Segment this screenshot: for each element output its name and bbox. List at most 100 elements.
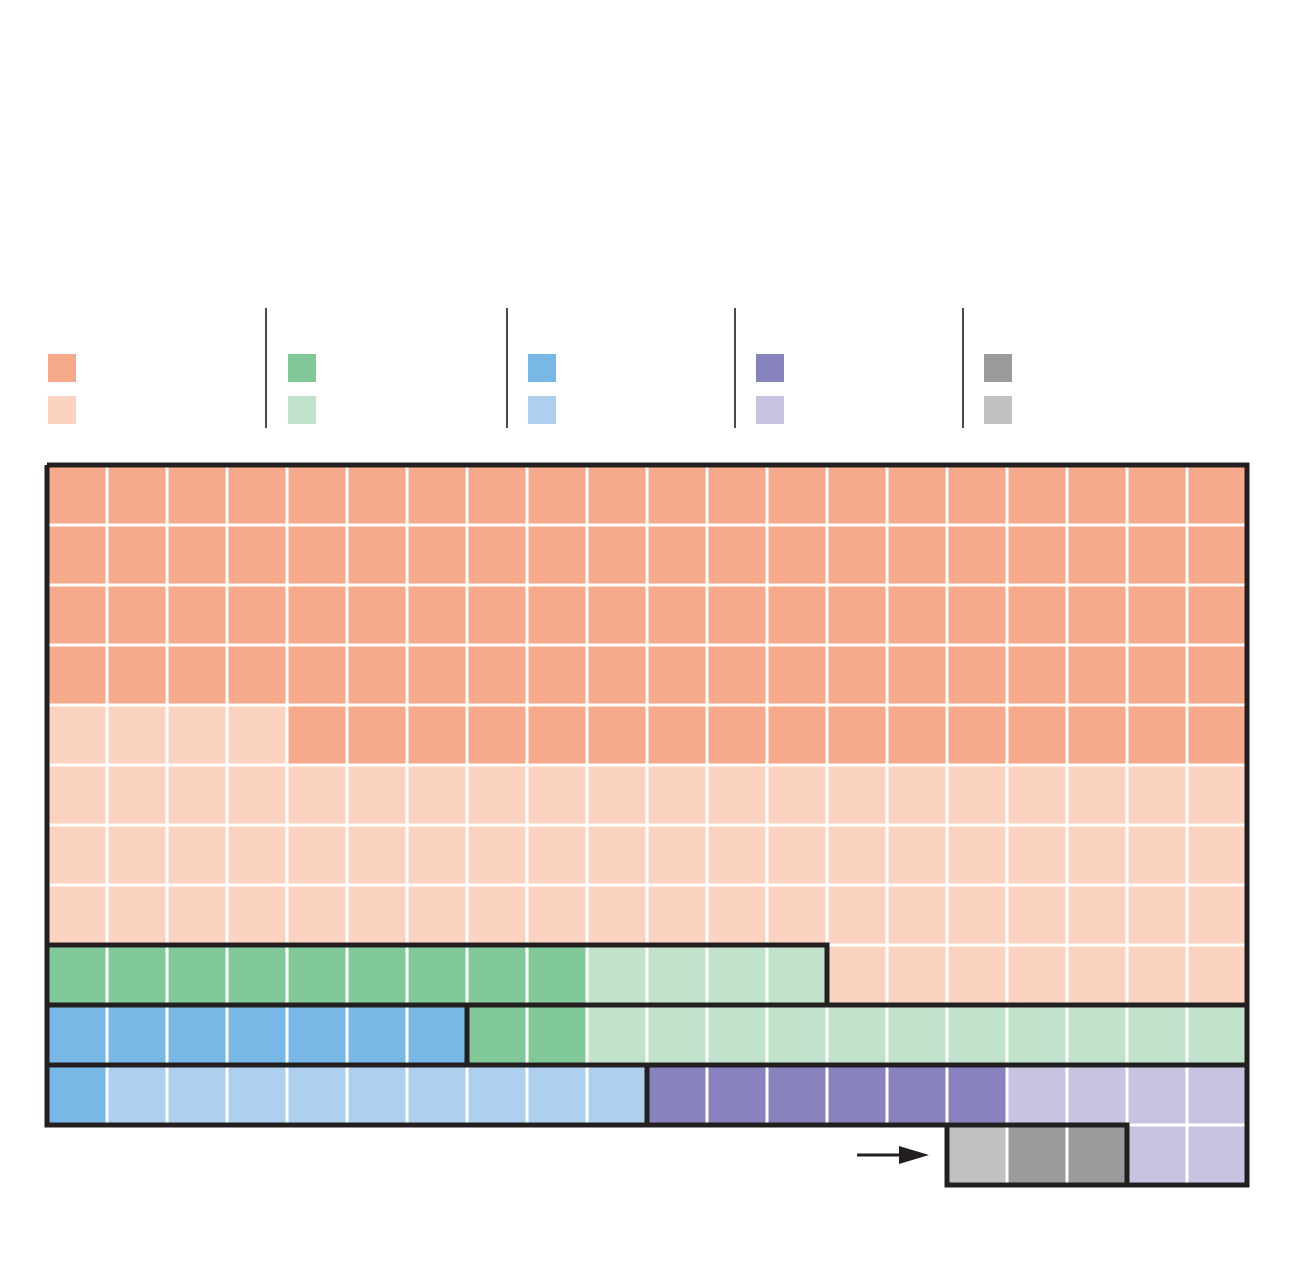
waffle-cell-orange-dark <box>225 463 289 527</box>
waffle-cell-orange-dark <box>1005 643 1069 707</box>
waffle-cell-orange-light <box>1005 763 1069 827</box>
waffle-cell-blue-dark <box>285 1003 349 1067</box>
waffle-cell-orange-dark <box>885 463 949 527</box>
waffle-cell-orange-dark <box>645 463 709 527</box>
waffle-cell-orange-light <box>1005 943 1069 1007</box>
waffle-cell-orange-dark <box>705 703 769 767</box>
legend <box>0 0 1300 440</box>
waffle-cell-orange-light <box>45 823 109 887</box>
waffle-cell-orange-light <box>45 763 109 827</box>
waffle-cell-green-light <box>645 1003 709 1067</box>
waffle-cell-orange-dark <box>285 643 349 707</box>
waffle-cell-orange-dark <box>405 583 469 647</box>
waffle-cell-orange-light <box>1125 763 1189 827</box>
waffle-cell-green-dark <box>45 943 109 1007</box>
waffle-cell-orange-light <box>705 823 769 887</box>
waffle-cell-orange-dark <box>45 643 109 707</box>
waffle-cell-orange-dark <box>165 463 229 527</box>
waffle-cell-orange-dark <box>1065 463 1129 527</box>
waffle-cell-orange-light <box>1065 943 1129 1007</box>
legend-swatch-dark <box>756 354 784 382</box>
waffle-cell-orange-dark <box>705 463 769 527</box>
group-outline <box>944 1122 1130 1188</box>
waffle-cell-green-light <box>1185 1003 1249 1067</box>
waffle-cell-orange-dark <box>1185 703 1249 767</box>
legend-swatch-dark <box>48 354 76 382</box>
waffle-cell-orange-dark <box>1185 643 1249 707</box>
waffle-cell-orange-dark <box>225 583 289 647</box>
waffle-cell-orange-dark <box>645 703 709 767</box>
waffle-cell-orange-light <box>1185 943 1249 1007</box>
waffle-cell-orange-dark <box>405 463 469 527</box>
waffle-cell-orange-light <box>1185 763 1249 827</box>
waffle-cell-orange-dark <box>585 583 649 647</box>
waffle-cell-orange-dark <box>645 643 709 707</box>
waffle-cell-green-light <box>705 1003 769 1067</box>
waffle-cell-orange-light <box>645 883 709 947</box>
waffle-cell-green-dark <box>525 1003 589 1067</box>
waffle-cell-blue-light <box>525 1063 589 1127</box>
waffle-cell-orange-light <box>705 883 769 947</box>
waffle-cell-gray-dark <box>1065 1123 1129 1187</box>
waffle-cell-orange-light <box>765 883 829 947</box>
legend-swatch-light <box>528 396 556 424</box>
waffle-cell-blue-dark <box>345 1003 409 1067</box>
waffle-cell-orange-dark <box>105 643 169 707</box>
waffle-cell-orange-dark <box>825 703 889 767</box>
waffle-cell-orange-dark <box>765 463 829 527</box>
waffle-cell-orange-dark <box>1125 643 1189 707</box>
waffle-cell-orange-light <box>165 703 229 767</box>
waffle-cell-orange-dark <box>585 463 649 527</box>
waffle-cell-orange-light <box>645 763 709 827</box>
waffle-cell-orange-light <box>645 823 709 887</box>
waffle-cell-blue-light <box>105 1063 169 1127</box>
waffle-cell-purple-dark <box>645 1063 709 1127</box>
waffle-cell-orange-light <box>1125 883 1189 947</box>
waffle-cell-green-dark <box>165 943 229 1007</box>
waffle-cell-orange-light <box>825 763 889 827</box>
waffle-cell-orange-dark <box>825 523 889 587</box>
waffle-cell-blue-light <box>405 1063 469 1127</box>
waffle-cell-purple-dark <box>825 1063 889 1127</box>
waffle-cell-orange-dark <box>465 463 529 527</box>
waffle-cell-orange-dark <box>225 643 289 707</box>
waffle-cell-orange-dark <box>345 523 409 587</box>
waffle-cell-orange-light <box>285 823 349 887</box>
waffle-cell-orange-light <box>945 943 1009 1007</box>
waffle-cell-orange-dark <box>945 703 1009 767</box>
waffle-cell-orange-dark <box>1065 643 1129 707</box>
arrow-icon <box>857 1146 929 1164</box>
waffle-cell-orange-dark <box>105 583 169 647</box>
waffle-cell-green-dark <box>405 943 469 1007</box>
waffle-cell-orange-dark <box>825 583 889 647</box>
waffle-cell-orange-dark <box>1125 583 1189 647</box>
waffle-cell-orange-light <box>465 823 529 887</box>
waffle-cell-orange-light <box>585 763 649 827</box>
waffle-cell-orange-light <box>1125 823 1189 887</box>
waffle-cell-gray-light <box>945 1123 1009 1187</box>
waffle-cell-green-light <box>885 1003 949 1067</box>
waffle-cell-orange-dark <box>345 703 409 767</box>
waffle-cell-blue-light <box>225 1063 289 1127</box>
waffle-cell-green-light <box>1065 1003 1129 1067</box>
waffle-cell-orange-dark <box>945 463 1009 527</box>
waffle-cell-orange-light <box>945 763 1009 827</box>
waffle-cell-orange-light <box>945 823 1009 887</box>
waffle-cell-orange-dark <box>1005 703 1069 767</box>
waffle-cell-gray-dark <box>1005 1123 1069 1187</box>
waffle-cell-orange-dark <box>465 643 529 707</box>
waffle-cell-orange-dark <box>945 583 1009 647</box>
waffle-cell-orange-light <box>585 823 649 887</box>
waffle-cell-purple-dark <box>765 1063 829 1127</box>
waffle-cell-green-light <box>1005 1003 1069 1067</box>
waffle-cell-blue-dark <box>105 1003 169 1067</box>
waffle-cell-green-light <box>585 1003 649 1067</box>
waffle-cell-orange-light <box>285 763 349 827</box>
waffle-cell-orange-light <box>285 883 349 947</box>
waffle-cell-orange-dark <box>1125 703 1189 767</box>
waffle-cell-orange-dark <box>765 523 829 587</box>
waffle-cell-green-dark <box>525 943 589 1007</box>
waffle-cell-green-light <box>945 1003 1009 1067</box>
waffle-cell-orange-dark <box>585 703 649 767</box>
waffle-cell-orange-light <box>705 763 769 827</box>
